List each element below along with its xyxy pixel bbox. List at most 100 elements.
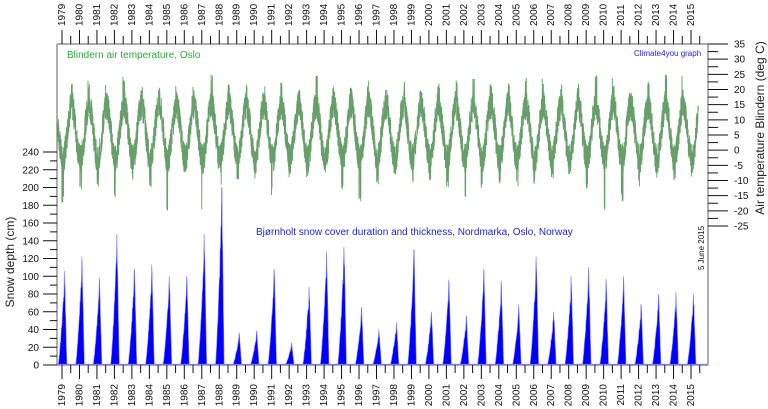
bottom-year-label: 1994 bbox=[319, 384, 330, 407]
snow-tick-label: 80 bbox=[28, 290, 40, 301]
snow-season bbox=[372, 329, 382, 366]
bottom-year-label: 1996 bbox=[354, 384, 365, 407]
temperature-title: Blindern air temperature, Oslo bbox=[67, 50, 201, 61]
snow-season bbox=[459, 315, 470, 366]
snow-season bbox=[669, 292, 679, 366]
top-year-label: 1986 bbox=[179, 3, 190, 26]
bottom-year-label: 2002 bbox=[459, 384, 470, 407]
snow-tick-label: 220 bbox=[22, 165, 39, 176]
snow-season bbox=[180, 276, 190, 366]
bottom-year-label: 1983 bbox=[127, 384, 138, 407]
snow-tick-label: 240 bbox=[22, 148, 39, 159]
bottom-year-label: 2010 bbox=[599, 384, 610, 407]
bottom-year-label: 1997 bbox=[372, 384, 383, 407]
bottom-year-label: 2006 bbox=[529, 384, 540, 407]
bottom-year-label: 2013 bbox=[651, 384, 662, 407]
temp-tick-label: 25 bbox=[734, 70, 746, 81]
temp-tick-label: -15 bbox=[734, 191, 749, 202]
top-year-label: 1979 bbox=[57, 3, 68, 26]
top-year-label: 2003 bbox=[476, 3, 487, 26]
top-year-label: 2004 bbox=[494, 3, 505, 26]
bottom-year-axis: 1979 1980 1981 1982 1983 1984 1985 1986 1987 1988… bbox=[57, 365, 701, 407]
snow-season bbox=[686, 293, 697, 366]
bottom-year-label: 1984 bbox=[144, 384, 155, 407]
top-year-label: 2013 bbox=[651, 3, 662, 26]
top-year-label: 2000 bbox=[424, 3, 435, 26]
top-year-label: 1980 bbox=[74, 3, 85, 26]
top-year-label: 2014 bbox=[669, 3, 680, 26]
top-year-label: 2008 bbox=[564, 3, 575, 26]
credit-label: Climate4you graph bbox=[634, 49, 701, 58]
snow-season bbox=[232, 332, 242, 366]
snow-season bbox=[477, 269, 487, 366]
top-year-label: 1991 bbox=[267, 3, 278, 26]
snow-season bbox=[354, 307, 365, 366]
top-year-label: 2005 bbox=[511, 3, 522, 26]
bottom-year-label: 1991 bbox=[267, 384, 278, 407]
snow-tick-label: 60 bbox=[28, 307, 40, 318]
top-year-label: 1997 bbox=[372, 3, 383, 26]
top-year-label: 1987 bbox=[197, 3, 208, 26]
bottom-year-label: 1979 bbox=[57, 384, 68, 407]
temp-tick-label: 35 bbox=[734, 40, 746, 51]
bottom-year-label: 2008 bbox=[564, 384, 575, 407]
bottom-year-label: 1981 bbox=[92, 384, 103, 407]
snow-season bbox=[389, 322, 400, 366]
snow-season bbox=[197, 233, 208, 366]
snow-season bbox=[529, 256, 539, 366]
bottom-year-label: 1987 bbox=[197, 384, 208, 407]
snow-season bbox=[337, 246, 347, 366]
snow-depth-axis: 0 20 40 60 80 100 120 140 160 180 200 220 240 bbox=[22, 148, 57, 372]
left-axis-title: Snow depth (cm) bbox=[3, 217, 17, 308]
snow-tick-label: 20 bbox=[28, 343, 40, 354]
snow-season bbox=[162, 276, 173, 366]
bottom-year-label: 2011 bbox=[616, 384, 627, 406]
snow-season bbox=[75, 256, 85, 366]
snow-tick-label: 200 bbox=[22, 183, 39, 194]
top-year-label: 2007 bbox=[546, 3, 557, 26]
temp-tick-label: 5 bbox=[734, 131, 740, 142]
snow-depth-series bbox=[57, 186, 708, 366]
snow-season bbox=[581, 267, 592, 366]
snow-season bbox=[215, 186, 225, 366]
bottom-year-label: 1988 bbox=[214, 384, 225, 407]
bottom-year-label: 2003 bbox=[476, 384, 487, 407]
bottom-year-label: 1995 bbox=[337, 384, 348, 407]
top-year-axis: 1979 1980 1981 1982 1983 1984 1985 1986 1987 1988… bbox=[57, 3, 701, 44]
temp-tick-label: 15 bbox=[734, 100, 746, 111]
temperature-series bbox=[57, 74, 699, 211]
temp-tick-label: 10 bbox=[734, 115, 746, 126]
temp-tick-label: -10 bbox=[734, 176, 749, 187]
bottom-year-label: 1980 bbox=[74, 384, 85, 407]
bottom-year-label: 1990 bbox=[249, 384, 260, 407]
top-year-label: 1982 bbox=[109, 3, 120, 26]
bottom-year-label: 1992 bbox=[284, 384, 295, 407]
top-year-label: 1981 bbox=[92, 3, 103, 26]
bottom-year-label: 2005 bbox=[511, 384, 522, 407]
bottom-year-label: 1986 bbox=[179, 384, 190, 407]
bottom-year-label: 1999 bbox=[406, 384, 417, 407]
snow-season bbox=[564, 276, 574, 366]
snow-season bbox=[284, 342, 295, 366]
snow-title: Bjørnholt snow cover duration and thickn… bbox=[256, 227, 573, 238]
snow-season bbox=[57, 270, 68, 366]
top-year-label: 1994 bbox=[319, 3, 330, 26]
snow-season bbox=[616, 276, 627, 366]
temperature-axis: 35 30 25 20 15 10 5 0 -5 -10 -15 -20 -25 bbox=[708, 40, 749, 233]
bottom-year-label: 2007 bbox=[546, 384, 557, 407]
top-year-label: 1993 bbox=[302, 3, 313, 26]
snow-season bbox=[442, 279, 452, 366]
snow-season bbox=[249, 330, 260, 366]
temp-tick-label: 30 bbox=[734, 55, 746, 66]
snow-season bbox=[110, 233, 120, 366]
temp-tick-label: 0 bbox=[734, 146, 740, 157]
temp-tick-label: -25 bbox=[734, 222, 749, 233]
temp-tick-label: -20 bbox=[734, 206, 749, 217]
snow-season bbox=[511, 304, 522, 366]
snow-season bbox=[651, 293, 662, 366]
bottom-year-label: 2000 bbox=[424, 384, 435, 407]
top-year-label: 1996 bbox=[354, 3, 365, 26]
snow-season bbox=[599, 278, 609, 366]
snow-season bbox=[319, 251, 330, 366]
